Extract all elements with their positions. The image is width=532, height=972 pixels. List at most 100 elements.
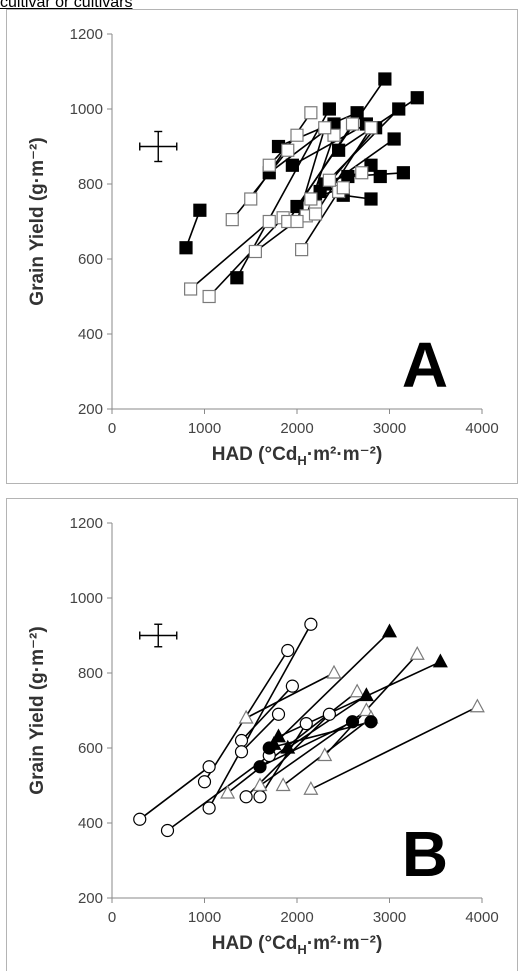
series-line: [259, 721, 353, 768]
data-point-square: [373, 169, 387, 184]
data-point-triangle: [220, 784, 236, 799]
series-line: [167, 754, 270, 832]
data-point-circle: [239, 790, 253, 804]
data-point-square: [225, 213, 239, 227]
data-point-square: [396, 166, 410, 180]
y-tick-label: 1000: [70, 101, 103, 118]
y-tick-label: 200: [78, 890, 103, 907]
data-point-square: [332, 143, 346, 157]
y-tick-label: 1200: [70, 515, 103, 532]
data-point-square: [304, 192, 318, 206]
x-axis-label: HAD (°CdH·m²·m⁻²): [212, 933, 383, 957]
x-tick-label: 4000: [465, 420, 498, 437]
data-point-circle: [345, 715, 360, 729]
data-point-square: [322, 102, 336, 116]
x-tick-label: 1000: [188, 909, 221, 926]
x-axis-label-main: HAD (°Cd: [212, 444, 298, 465]
data-point-circle: [299, 717, 313, 731]
y-tick-label: 200: [78, 401, 103, 418]
data-point-triangle: [252, 777, 268, 792]
x-axis-label: HAD (°CdH·m²·m⁻²): [212, 444, 383, 468]
data-point-circle: [364, 715, 378, 729]
data-point-triangle: [358, 687, 374, 702]
series-line: [208, 623, 312, 809]
data-point-square: [290, 128, 304, 142]
data-point-circle: [160, 823, 175, 838]
x-axis-label-rest: ·m²·m⁻²): [307, 933, 382, 954]
data-point-triangle: [409, 645, 425, 660]
y-tick-label: 600: [78, 251, 103, 268]
data-point-circle: [234, 745, 249, 759]
chart-a: 200 400 600 800 1000 1200 0 1000 2000 3000 4000 Gra…: [27, 26, 499, 468]
x-axis-label-subscript: H: [297, 942, 306, 957]
data-point-square: [295, 243, 309, 257]
y-axis-label: Grain Yield (g·m⁻²): [27, 137, 48, 305]
data-point-triangle: [432, 653, 448, 668]
series-line: [245, 672, 335, 719]
data-point-circle: [133, 812, 147, 826]
data-point-square: [350, 106, 364, 120]
series-line: [324, 653, 418, 757]
series-line: [240, 713, 280, 753]
data-point-square: [318, 121, 332, 135]
data-point-square: [202, 289, 216, 304]
data-point-circle: [253, 790, 267, 804]
x-axis-label-main: HAD (°Cd: [212, 933, 298, 954]
x-tick-label: 1000: [188, 420, 221, 437]
x-tick-label: 0: [108, 420, 116, 437]
data-point-circle: [281, 643, 295, 658]
data-point-square: [336, 181, 350, 195]
series-line: [240, 685, 293, 742]
data-point-square: [364, 121, 378, 135]
data-point-square: [262, 214, 276, 229]
x-axis-label-rest: ·m²·m⁻²): [307, 444, 382, 465]
panel-label: A: [402, 329, 448, 401]
data-point-square: [230, 271, 244, 285]
series-line: [324, 108, 400, 185]
x-tick-label: 3000: [373, 909, 406, 926]
data-point-circle: [197, 775, 212, 789]
data-point-square: [322, 173, 336, 187]
data-point-triangle: [469, 698, 485, 713]
data-point-square: [378, 72, 392, 86]
y-tick-label: 800: [78, 176, 103, 193]
data-point-circle: [262, 741, 276, 755]
chart-b: 200 400 600 800 1000 1200 0 1000 2000 3000 4000 Gra…: [27, 515, 499, 957]
chart-panel-b: 200 400 600 800 1000 1200 0 1000 2000 3000 4000 Gra…: [6, 498, 518, 971]
chart-panel-a: 200 400 600 800 1000 1200 0 1000 2000 3000 4000 Gra…: [6, 9, 518, 484]
data-point-triangle: [303, 780, 319, 795]
data-point-circle: [322, 707, 336, 721]
data-point-square: [364, 192, 378, 206]
series-line: [310, 706, 478, 791]
x-tick-label: 3000: [373, 420, 406, 437]
x-tick-label: 4000: [465, 909, 498, 926]
data-point-square: [308, 207, 323, 221]
series-line: [250, 112, 312, 200]
data-point-circle: [234, 733, 249, 748]
data-point-square: [248, 244, 262, 259]
series-line: [292, 123, 367, 166]
data-point-square: [244, 192, 258, 206]
x-tick-label: 0: [108, 909, 116, 926]
data-point-triangle: [317, 747, 333, 762]
data-point-circle: [202, 760, 216, 774]
y-tick-label: 1000: [70, 590, 103, 607]
top-caption: cultivar or cultivars: [0, 0, 133, 11]
data-point-square: [281, 143, 295, 157]
y-tick-label: 400: [78, 815, 103, 832]
data-point-triangle: [270, 728, 287, 743]
data-point-square: [262, 158, 276, 172]
series-line: [190, 220, 270, 290]
data-point-triangle: [326, 664, 342, 679]
data-point-triangle: [238, 709, 254, 724]
series-line: [273, 631, 391, 745]
data-point-circle: [271, 707, 286, 721]
x-tick-label: 2000: [280, 909, 313, 926]
data-point-square: [193, 203, 207, 217]
data-point-circle: [285, 679, 299, 693]
data-point-triangle: [349, 683, 365, 698]
data-point-square: [304, 106, 318, 120]
data-point-circle: [304, 617, 318, 631]
data-point-square: [290, 214, 304, 229]
y-tick-label: 800: [78, 665, 103, 682]
